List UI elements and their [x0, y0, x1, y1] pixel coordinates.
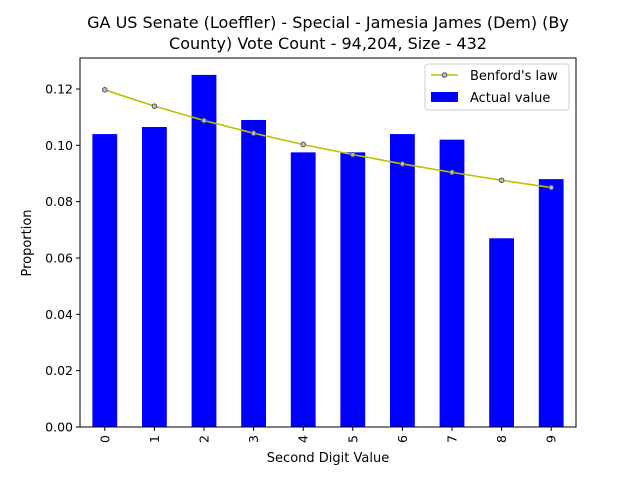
- x-tick-label: 4: [296, 435, 311, 443]
- legend-benford-marker: [441, 72, 448, 78]
- y-tick-label: 0.04: [45, 307, 73, 322]
- y-axis-label: Proportion: [20, 209, 35, 276]
- x-axis: 0 1 2 3 4 5 6 7 8 9: [97, 427, 559, 443]
- x-tick-label: 2: [197, 435, 212, 443]
- y-tick-label: 0.10: [45, 138, 73, 153]
- bar-digit-5: [340, 152, 366, 427]
- benford-point-digit-3: [250, 130, 257, 137]
- chart-title-line-2: County) Vote Count - 94,204, Size - 432: [169, 34, 487, 53]
- y-axis: 0.00 0.02 0.04 0.06 0.08 0.10 0.12: [45, 81, 80, 435]
- x-tick-label: 5: [345, 435, 360, 443]
- x-tick-label: 1: [147, 435, 162, 443]
- x-tick-label: 8: [494, 435, 509, 443]
- y-tick-label: 0.02: [45, 363, 73, 378]
- bar-digit-3: [241, 119, 266, 427]
- benford-point-digit-9: [548, 184, 555, 191]
- plot-frame: [79, 57, 577, 428]
- bar-digit-7: [439, 139, 465, 428]
- benford-point-digit-5: [350, 151, 356, 158]
- bar-digit-8: [489, 238, 514, 427]
- y-tick-label: 0.00: [45, 420, 73, 435]
- benford-point-digit-2: [201, 117, 207, 124]
- y-tick-label: 0.06: [45, 250, 73, 265]
- x-tick-label: 6: [395, 435, 410, 443]
- y-tick-label: 0.08: [45, 194, 73, 209]
- x-axis-label: Second Digit Value: [267, 451, 389, 466]
- x-tick-label: 0: [97, 435, 112, 443]
- bar-digit-9: [538, 179, 564, 427]
- x-tick-label: 9: [544, 435, 559, 443]
- benford-point-digit-4: [300, 141, 307, 148]
- legend: Benford's law Actual value: [424, 63, 570, 111]
- legend-actual-label: Actual value: [470, 91, 550, 106]
- benford-point-digit-8: [498, 177, 505, 184]
- benford-point-digit-1: [151, 103, 158, 109]
- benford-line: [104, 89, 552, 189]
- bar-digit-6: [390, 134, 415, 427]
- legend-benford-label: Benford's law: [470, 69, 558, 84]
- chart-title: GA US Senate (Loeffler) - Special - Jame…: [87, 13, 569, 53]
- x-tick-label: 7: [445, 435, 460, 443]
- bar-digit-4: [290, 152, 316, 427]
- benford-point-digit-0: [102, 87, 108, 93]
- x-tick-label: 3: [246, 435, 261, 443]
- benford-point-digit-6: [399, 161, 406, 167]
- benford-point-digit-7: [449, 169, 455, 176]
- benford-line-layer: [102, 87, 555, 191]
- legend-box: [424, 63, 570, 111]
- legend-actual-swatch: [431, 92, 458, 102]
- y-tick-label: 0.12: [45, 81, 73, 96]
- bar-digit-0: [92, 134, 118, 427]
- bar-digit-2: [191, 74, 217, 428]
- bar-digit-1: [142, 127, 167, 428]
- bars-layer: [92, 74, 564, 428]
- chart-title-line-1: GA US Senate (Loeffler) - Special - Jame…: [87, 13, 569, 32]
